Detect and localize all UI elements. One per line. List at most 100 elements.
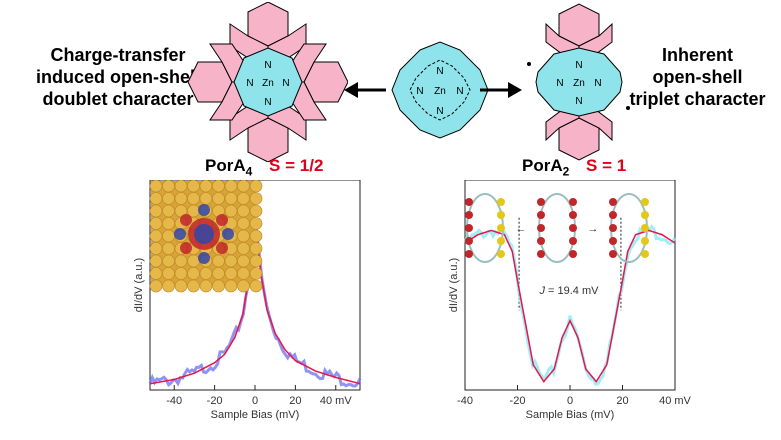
- n-atom: N: [282, 78, 289, 89]
- n-atom: N: [556, 78, 563, 89]
- right-description-line2: open-shell: [652, 67, 743, 87]
- substrate-atom: [174, 267, 188, 280]
- spin-lobe: [537, 224, 545, 232]
- substrate-atom: [237, 192, 250, 205]
- exchange-coupling-label: J = 19.4 mV: [538, 285, 599, 297]
- spin-lobe: [497, 224, 505, 232]
- molecule-lobe: [180, 214, 192, 226]
- substrate-atom: [199, 180, 213, 193]
- substrate-atom: [162, 229, 175, 243]
- left-description-line1: Charge-transfer: [50, 45, 186, 65]
- substrate-atom: [237, 254, 250, 268]
- substrate-atom: [224, 267, 238, 280]
- substrate-atom: [149, 267, 163, 280]
- porphyrin-structure: Zn N N N N: [391, 41, 489, 139]
- substrate-atom: [162, 279, 175, 293]
- left-description: Charge-transfer induced open-shell doubl…: [18, 44, 218, 110]
- small-arrow-left-icon: ←: [516, 223, 527, 235]
- substrate-atom: [162, 242, 175, 255]
- spin-lobe: [465, 211, 473, 219]
- n-atom: N: [594, 78, 601, 89]
- arrow-left-icon: [344, 82, 386, 98]
- substrate-atom: [212, 267, 225, 280]
- substrate-atom: [174, 192, 188, 205]
- n-atom: N: [264, 97, 271, 108]
- pora2-spin: S = 1: [586, 156, 627, 175]
- n-atom: N: [264, 60, 271, 71]
- pora4-label: PorA4 S = 1/2: [205, 156, 323, 178]
- substrate-atom: [224, 180, 238, 193]
- spin-lobe: [537, 250, 545, 258]
- spin-lobe: [465, 250, 473, 258]
- substrate-atom: [249, 254, 263, 268]
- spin-lobe: [609, 250, 617, 258]
- molecule-lobe: [194, 224, 214, 244]
- spin-lobe: [465, 198, 473, 206]
- spin-lobe: [537, 198, 545, 206]
- chart-right: -40 -20 0 20 40 mV Sample Bias (mV) dI/dV (a.u…: [448, 180, 692, 421]
- spin-lobe: [569, 224, 577, 232]
- n-atom: N: [416, 86, 423, 97]
- substrate-atom: [212, 254, 225, 268]
- x-tick-label: 0: [567, 395, 573, 407]
- spin-lobe: [609, 198, 617, 206]
- substrate-atom: [187, 180, 200, 193]
- substrate-atom: [212, 192, 225, 205]
- x-axis-label: Sample Bias (mV): [211, 409, 300, 421]
- spin-lobe: [641, 250, 649, 258]
- substrate-atom: [149, 254, 163, 268]
- spin-lobe: [465, 237, 473, 245]
- zn-atom-center: Zn: [434, 86, 446, 97]
- substrate-atom: [237, 180, 250, 193]
- substrate-atom: [162, 180, 175, 193]
- spin-lobe: [569, 237, 577, 245]
- molecule-lobe: [216, 214, 228, 226]
- substrate-atom: [162, 217, 175, 230]
- right-description: Inherent open-shell triplet character: [625, 44, 770, 110]
- substrate-atom: [187, 192, 200, 205]
- small-arrow-right-icon: →: [588, 223, 599, 235]
- substrate-atom: [149, 279, 163, 293]
- substrate-atom: [149, 229, 163, 243]
- x-tick-label: 0: [252, 395, 258, 407]
- x-tick-label: 20: [289, 395, 301, 407]
- right-description-line3: triplet character: [629, 89, 766, 109]
- right-description-line1: Inherent: [661, 45, 733, 65]
- spin-lobe: [641, 224, 649, 232]
- substrate-atom: [174, 254, 188, 268]
- n-atom: N: [575, 60, 582, 71]
- substrate-atom: [224, 192, 238, 205]
- substrate-atom: [249, 192, 263, 205]
- substrate-atom: [249, 204, 263, 218]
- substrate-atom: [162, 192, 175, 205]
- spin-density-insets: ← →: [465, 193, 649, 263]
- molecule-lobe: [174, 228, 186, 240]
- spin-lobe: [569, 198, 577, 206]
- substrate-atom: [162, 204, 175, 218]
- substrate-atom: [187, 254, 200, 268]
- radical-dot: [527, 62, 531, 66]
- substrate-atom: [187, 267, 200, 280]
- substrate-atom: [212, 180, 225, 193]
- pora2-name: PorA: [522, 156, 563, 175]
- pora4-name: PorA: [205, 156, 246, 175]
- stm-inset-image: [149, 180, 263, 293]
- spin-lobe: [641, 237, 649, 245]
- left-description-line3: doublet character: [42, 89, 194, 109]
- spin-lobe: [609, 224, 617, 232]
- substrate-atom: [187, 279, 200, 293]
- fit-curve: [464, 229, 676, 383]
- substrate-atom: [199, 192, 213, 205]
- spin-lobe: [641, 198, 649, 206]
- y-axis-label: dI/dV (a.u.): [448, 258, 460, 312]
- substrate-atom: [237, 229, 250, 243]
- spin-lobe: [537, 237, 545, 245]
- molecule-lobe: [222, 228, 234, 240]
- spin-lobe: [497, 250, 505, 258]
- substrate-atom: [237, 217, 250, 230]
- x-tick-label: -40: [457, 395, 473, 407]
- spin-lobe: [569, 211, 577, 219]
- x-tick-label: -20: [207, 395, 223, 407]
- pora2-structure: Zn N N N N: [527, 3, 630, 161]
